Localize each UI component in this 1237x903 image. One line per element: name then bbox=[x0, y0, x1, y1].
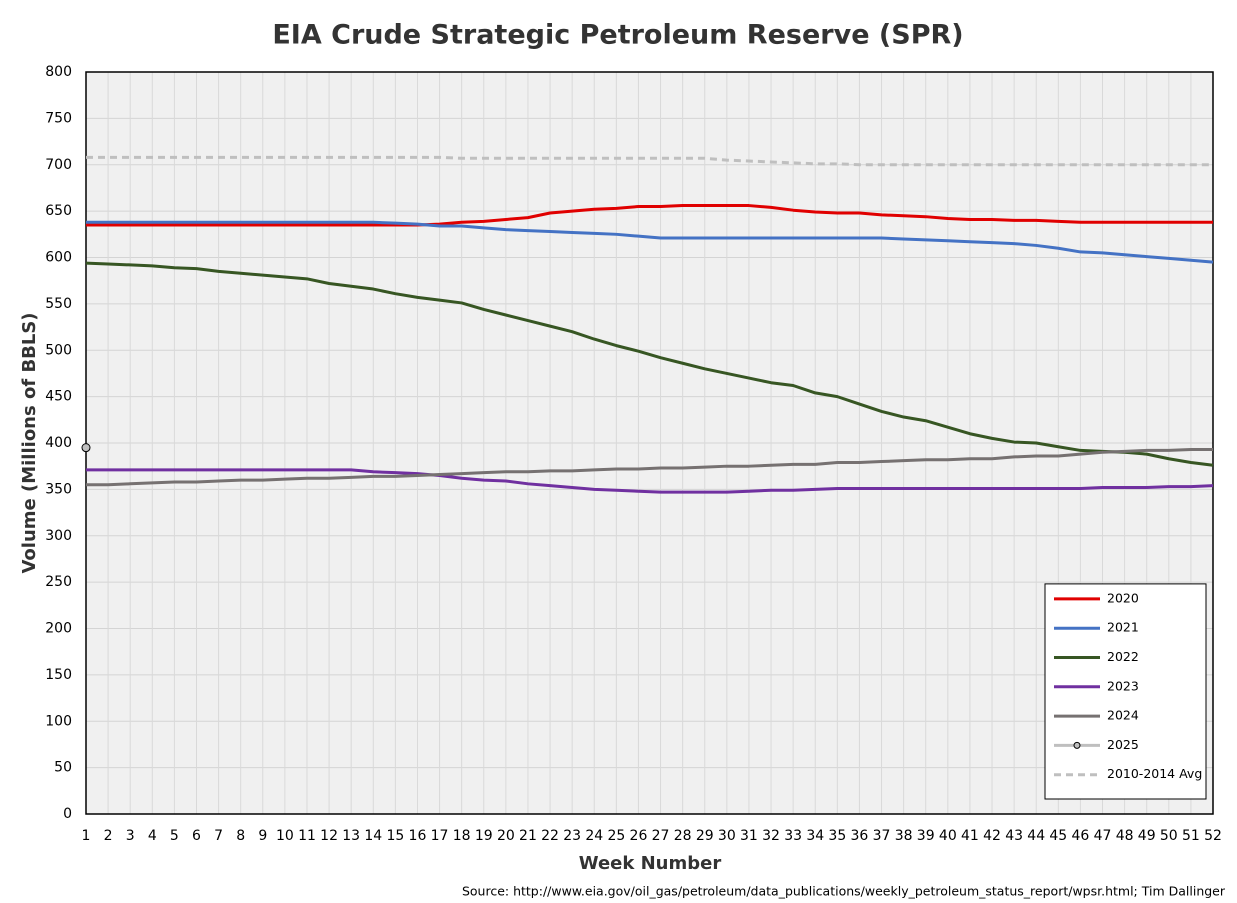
y-tick-label: 750 bbox=[45, 110, 72, 126]
plot-border bbox=[85, 71, 1214, 815]
x-tick-label: 23 bbox=[563, 828, 581, 844]
x-tick-label: 33 bbox=[784, 828, 802, 844]
legend-label: 2010-2014 Avg bbox=[1107, 766, 1202, 781]
x-tick-label: 9 bbox=[258, 828, 267, 844]
series-line bbox=[85, 261, 1214, 467]
x-tick-label: 50 bbox=[1160, 828, 1178, 844]
x-tick-label: 14 bbox=[364, 828, 382, 844]
x-tick-label: 3 bbox=[126, 828, 135, 844]
y-tick-label: 800 bbox=[45, 64, 72, 80]
legend-label: 2021 bbox=[1107, 620, 1139, 635]
x-tick-label: 49 bbox=[1138, 828, 1156, 844]
x-tick-label: 47 bbox=[1094, 828, 1112, 844]
x-tick-label: 34 bbox=[806, 828, 824, 844]
x-tick-label: 29 bbox=[696, 828, 714, 844]
y-tick-label: 650 bbox=[45, 203, 72, 219]
y-tick-label: 500 bbox=[45, 342, 72, 358]
y-tick-label: 100 bbox=[45, 713, 72, 729]
y-tick-label: 700 bbox=[45, 157, 72, 173]
x-tick-label: 22 bbox=[541, 828, 559, 844]
x-tick-label: 2 bbox=[104, 828, 113, 844]
x-tick-label: 20 bbox=[497, 828, 515, 844]
x-tick-label: 42 bbox=[983, 828, 1001, 844]
y-tick-label: 600 bbox=[45, 250, 72, 266]
x-tick-label: 44 bbox=[1027, 828, 1045, 844]
y-tick-label: 350 bbox=[45, 481, 72, 497]
x-tick-label: 36 bbox=[851, 828, 869, 844]
source-note: Source: http://www.eia.gov/oil_gas/petro… bbox=[462, 884, 1226, 899]
series-line bbox=[86, 468, 1214, 494]
x-tick-label: 51 bbox=[1182, 828, 1200, 844]
y-tick-label: 150 bbox=[45, 667, 72, 683]
x-tick-label: 37 bbox=[873, 828, 891, 844]
y-tick-label: 300 bbox=[45, 528, 72, 544]
x-tick-label: 17 bbox=[431, 828, 449, 844]
x-tick-label: 28 bbox=[674, 828, 692, 844]
x-tick-label: 46 bbox=[1071, 828, 1089, 844]
x-tick-label: 18 bbox=[453, 828, 471, 844]
x-tick-label: 11 bbox=[298, 828, 316, 844]
x-tick-label: 38 bbox=[895, 828, 913, 844]
x-tick-label: 10 bbox=[276, 828, 294, 844]
x-tick-label: 19 bbox=[475, 828, 493, 844]
y-tick-label: 200 bbox=[45, 621, 72, 637]
series-line bbox=[86, 220, 1214, 264]
x-tick-label: 13 bbox=[342, 828, 360, 844]
y-tick-label: 450 bbox=[45, 389, 72, 405]
x-tick-label: 24 bbox=[585, 828, 603, 844]
y-tick-label: 250 bbox=[45, 574, 72, 590]
x-tick-label: 31 bbox=[740, 828, 758, 844]
y-tick-label: 550 bbox=[45, 296, 72, 312]
x-tick-label: 30 bbox=[718, 828, 736, 844]
x-tick-label: 25 bbox=[607, 828, 625, 844]
y-tick-label: 50 bbox=[54, 760, 72, 776]
series-line bbox=[86, 155, 1213, 167]
x-tick-label: 32 bbox=[762, 828, 780, 844]
legend-label: 2020 bbox=[1107, 590, 1139, 605]
x-tick-label: 35 bbox=[828, 828, 846, 844]
legend-label: 2025 bbox=[1107, 737, 1139, 752]
x-tick-label: 1 bbox=[82, 828, 91, 844]
legend-marker bbox=[1073, 741, 1081, 749]
x-axis-label: Week Number bbox=[579, 853, 722, 874]
series-line bbox=[86, 204, 1213, 227]
x-tick-label: 45 bbox=[1049, 828, 1067, 844]
x-tick-label: 21 bbox=[519, 828, 537, 844]
x-tick-label: 43 bbox=[1005, 828, 1023, 844]
chart-title: EIA Crude Strategic Petroleum Reserve (S… bbox=[272, 20, 963, 51]
data-point bbox=[81, 443, 91, 453]
x-tick-label: 6 bbox=[192, 828, 201, 844]
series-line bbox=[86, 447, 1213, 487]
y-tick-label: 400 bbox=[45, 435, 72, 451]
x-tick-label: 7 bbox=[214, 828, 223, 844]
x-tick-label: 27 bbox=[652, 828, 670, 844]
x-tick-label: 16 bbox=[409, 828, 427, 844]
legend-label: 2022 bbox=[1107, 649, 1139, 664]
x-tick-label: 15 bbox=[386, 828, 404, 844]
x-tick-label: 26 bbox=[630, 828, 648, 844]
x-tick-label: 4 bbox=[148, 828, 157, 844]
x-tick-label: 48 bbox=[1116, 828, 1134, 844]
x-tick-label: 8 bbox=[236, 828, 245, 844]
legend-label: 2024 bbox=[1107, 708, 1139, 723]
x-tick-label: 52 bbox=[1204, 828, 1222, 844]
y-axis-label: Volume (Millions of BBLS) bbox=[19, 312, 40, 573]
legend-box bbox=[1044, 583, 1207, 800]
legend-label: 2023 bbox=[1107, 678, 1139, 693]
x-tick-label: 5 bbox=[170, 828, 179, 844]
x-tick-label: 40 bbox=[939, 828, 957, 844]
x-tick-label: 39 bbox=[917, 828, 935, 844]
x-tick-label: 41 bbox=[961, 828, 979, 844]
x-tick-label: 12 bbox=[320, 828, 338, 844]
y-tick-label: 0 bbox=[63, 806, 72, 822]
